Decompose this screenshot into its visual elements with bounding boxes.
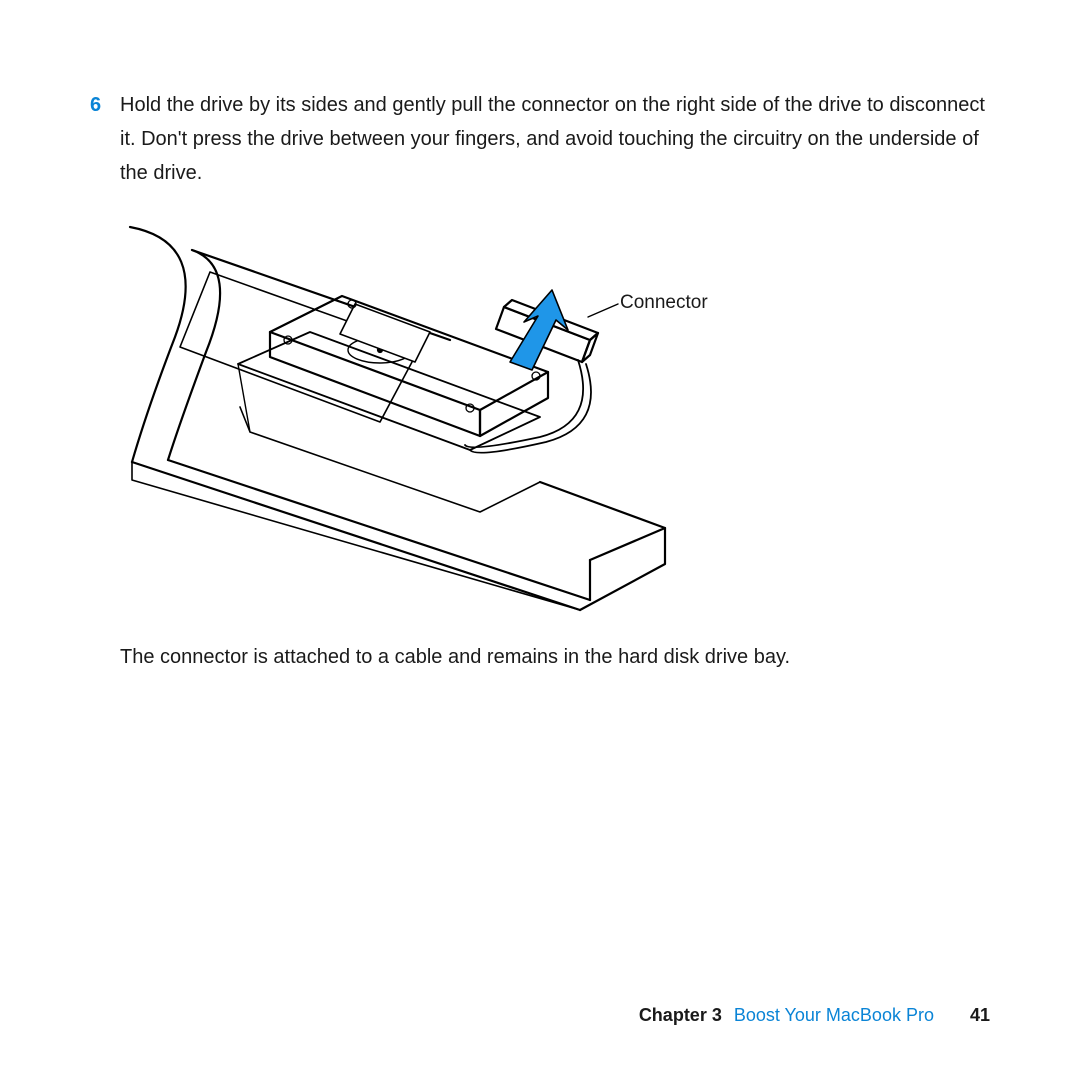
callout-connector-label: Connector <box>620 292 708 314</box>
page-footer: Chapter 3 Boost Your MacBook Pro 41 <box>639 1005 990 1026</box>
document-page: 6 Hold the drive by its sides and gently… <box>0 0 1080 1080</box>
chapter-label: Chapter 3 <box>639 1005 722 1026</box>
drive-illustration <box>120 212 740 612</box>
after-figure-text: The connector is attached to a cable and… <box>120 640 990 674</box>
step-text: Hold the drive by its sides and gently p… <box>120 88 990 190</box>
chapter-title: Boost Your MacBook Pro <box>734 1005 934 1026</box>
page-number: 41 <box>970 1005 990 1026</box>
step-number: 6 <box>90 88 120 190</box>
figure: Connector <box>120 212 740 612</box>
instruction-step: 6 Hold the drive by its sides and gently… <box>90 88 990 190</box>
